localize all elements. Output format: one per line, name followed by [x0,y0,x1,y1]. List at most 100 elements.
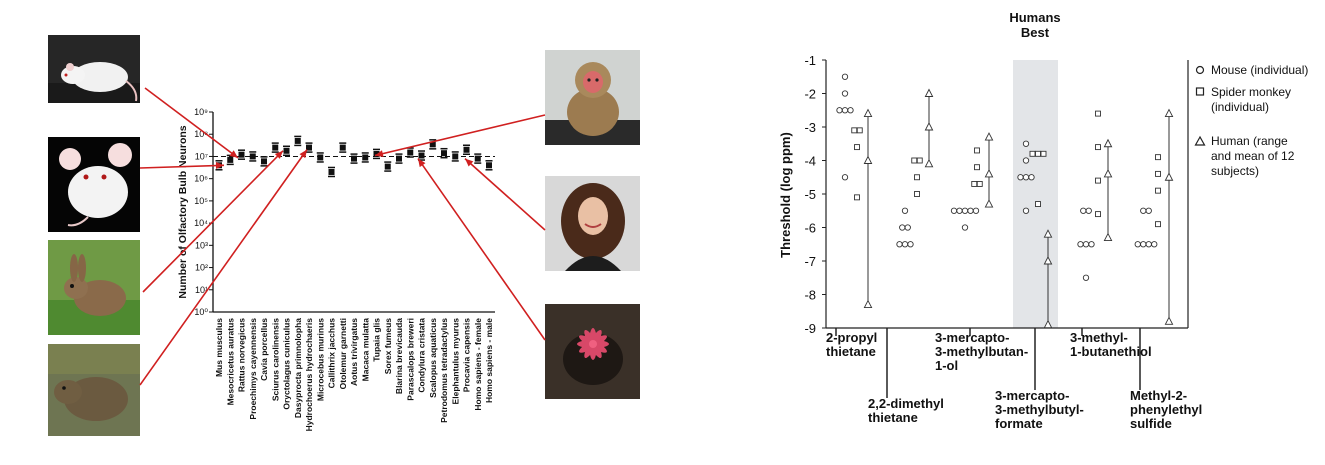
chart1-data-point [272,144,279,151]
chart1-category-label: Otolemur garnetti [338,318,348,389]
capybara-photo [48,344,140,436]
chart1-category-label: Homo sapiens - female [473,318,483,411]
mouse-data-point [1085,207,1092,214]
chart1-y-tick-label: 10⁴ [194,218,208,228]
chart2-y-tick-label: -6 [804,221,816,236]
chart1-category-label: Oryctolagus cuniculus [282,318,292,410]
chart1-data-point [452,153,459,160]
human-range-max [1103,138,1113,148]
monkey-data-point [1155,154,1161,161]
pointer-arrow-head [375,150,384,158]
legend-entry: Mouse (individual) [1211,63,1308,77]
legend-mouse-marker [1195,65,1205,75]
mouse-data-point [841,107,849,114]
chart1-category-label: Homo sapiens - male [484,318,494,403]
pointer-arrow-line [139,149,308,386]
mouse-data-point [904,224,911,231]
woman-photo-icon [545,176,640,271]
chart2-y-tick-label: -7 [804,254,816,269]
human-range-max [1164,108,1174,118]
chart1-data-point [486,162,492,169]
legend-entry: subjects) [1211,164,1259,178]
monkey-photo-icon [545,50,640,145]
chart2-category-label: 3-mercapto- [995,388,1069,403]
chart1-y-tick-label: 10⁰ [194,307,208,317]
human-range-min [863,299,873,308]
chart2-ylabel: Threshold (log ppm) [778,132,793,258]
chart1-category-label: Microcebus murinus [315,318,325,401]
legend-entry: and mean of 12 [1211,149,1295,163]
human-range-max [1043,229,1053,238]
mouse-data-point [1017,174,1024,181]
chart1-data-point [463,146,470,153]
pointer-arrow-line [142,150,284,293]
human-range-max [863,108,873,118]
monkey-data-point [914,174,920,181]
mouse-data-point [901,241,909,248]
pointer-arrow-head [299,149,307,159]
chart1-category-label: Scalopus aquaticus [428,318,438,398]
mouse-data-point [1022,140,1030,147]
pointer-arrow-head [418,158,426,168]
pointer-arrow-line [417,158,546,341]
monkey-data-point [1040,150,1047,157]
chart2-category-label: 1-butanethiol [1070,344,1152,359]
chart2-category-label: 3-methylbutan- [935,344,1028,359]
pointer-arrow-head [274,150,283,159]
mouse-photo [48,137,140,232]
chart2-category-label: sulfide [1130,416,1172,431]
mouse-data-point [899,224,906,231]
olfactory-neurons-chart: Number of Olfactory Bulb Neurons 10⁰10¹1… [139,87,546,431]
chart2-category-label: Methyl-2- [1130,388,1187,403]
mouse-data-point [1082,274,1090,281]
chart1-category-label: Rattus norvegicus [237,318,247,392]
chart2-category-label: thietane [826,344,876,359]
mouse-data-point [1134,241,1141,248]
mouse-data-point [956,207,963,214]
chart2-y-tick-label: -3 [804,120,816,135]
pointer-arrow-line [139,164,225,169]
mouse-photo-icon [48,137,140,232]
chart1-data-point [362,154,369,161]
chart2-category-label: 3-methyl- [1070,330,1128,345]
chart1-category-label: Elephantulus myurus [450,318,460,405]
mouse-data-point [901,207,909,214]
monkey-data-point [1095,110,1101,117]
pointer-arrow-line [374,114,546,157]
mouse-data-point [967,207,974,214]
chart1-data-point [441,150,447,157]
chart1-data-point [407,149,414,156]
human-range-min [984,199,994,208]
chart1-y-tick-label: 10¹ [195,285,208,295]
monkey-data-point [916,157,923,164]
chart1-data-point [429,141,436,148]
humans-best-label: Best [1021,25,1050,40]
human-range-min [1043,319,1053,329]
star-nosed-mole-photo [545,304,640,399]
pointer-arrow-head [229,150,238,158]
chart1-y-tick-label: 10⁶ [194,174,208,184]
chart2-category-label: 3-mercapto- [935,330,1009,345]
monkey-data-point [914,191,920,197]
mouse-data-point [1022,174,1030,181]
chart1-data-point [238,151,245,158]
mouse-data-point [950,207,958,214]
monkey-data-point [974,164,980,171]
chart2-category-label: 2,2-dimethyl [868,396,944,411]
monkey-data-point [974,147,980,154]
chart1-category-label: Condylura cristata [417,318,427,393]
human-range-mean [1103,168,1113,178]
chart1-y-tick-label: 10⁹ [194,107,208,117]
rat-photo-icon [48,35,140,103]
human-range-min [1103,232,1113,242]
chart1-y-tick-label: 10⁸ [194,129,208,139]
chart2-y-tick-label: -1 [804,53,816,68]
rabbit-photo-icon [48,240,140,335]
monkey-data-point [1095,144,1101,151]
rat-photo [48,35,140,103]
chart1-data-point [351,155,357,162]
mouse-data-point [1077,241,1084,248]
chart1-category-label: Mus musculus [214,318,224,377]
monkey-data-point [854,144,860,151]
